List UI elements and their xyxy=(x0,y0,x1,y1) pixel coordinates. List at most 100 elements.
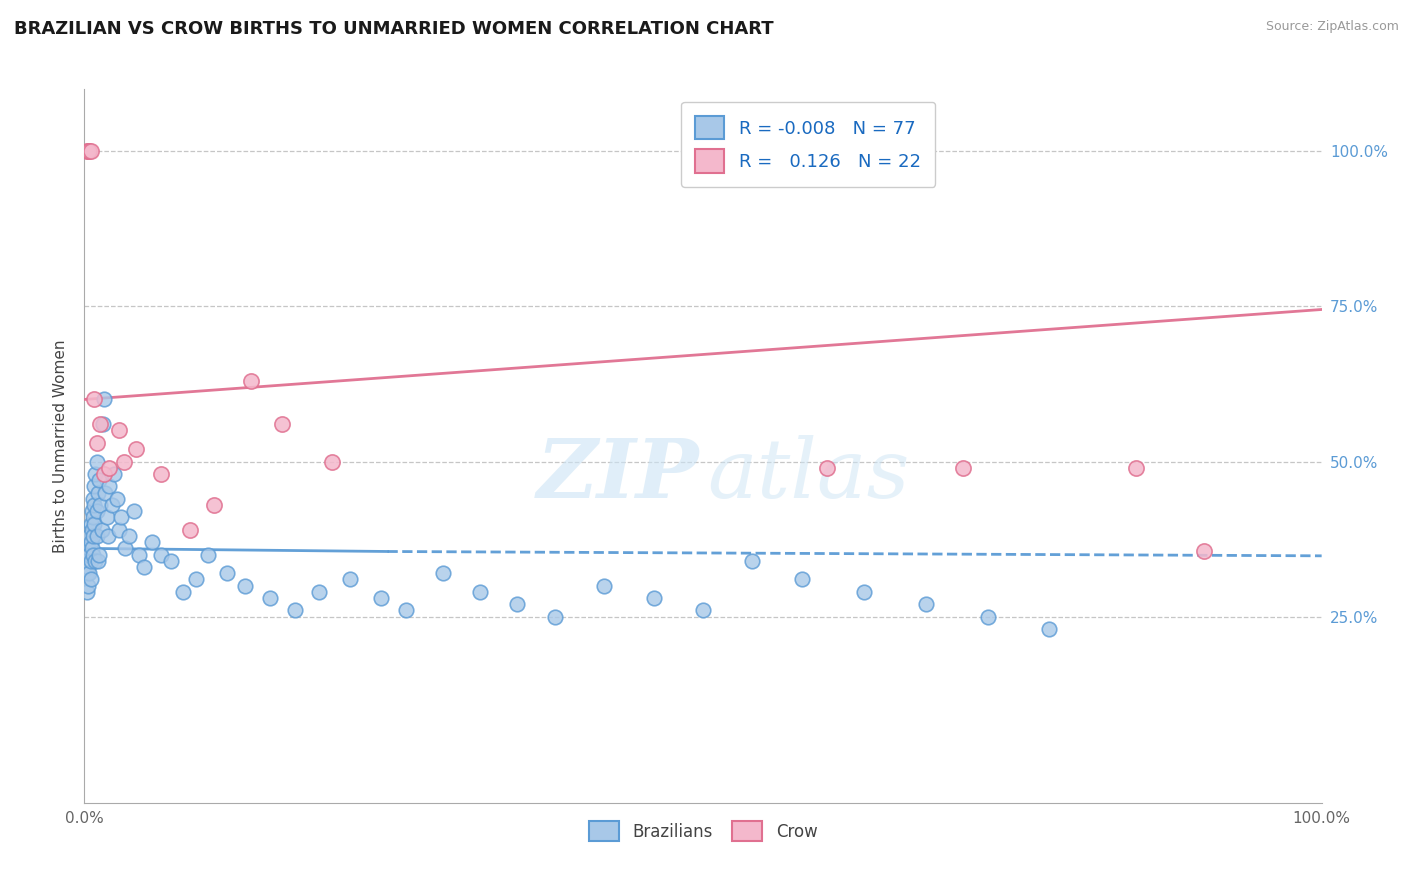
Point xyxy=(108,523,131,537)
Point xyxy=(84,467,107,481)
Point xyxy=(89,498,111,512)
Point xyxy=(89,417,111,432)
Point xyxy=(110,510,132,524)
Point xyxy=(79,529,101,543)
Point xyxy=(75,548,97,562)
Point xyxy=(103,467,125,481)
Point xyxy=(976,609,998,624)
Point xyxy=(150,467,173,481)
Point xyxy=(93,467,115,481)
Point xyxy=(83,516,105,531)
Point xyxy=(94,485,117,500)
Point xyxy=(87,554,110,568)
Point xyxy=(83,479,105,493)
Point xyxy=(141,535,163,549)
Point xyxy=(79,535,101,549)
Point xyxy=(1038,622,1060,636)
Legend: Brazilians, Crow: Brazilians, Crow xyxy=(582,814,824,848)
Point xyxy=(914,597,936,611)
Point xyxy=(89,548,111,562)
Point xyxy=(91,417,114,432)
Point xyxy=(83,498,105,512)
Point xyxy=(370,591,392,605)
Point xyxy=(86,436,108,450)
Point xyxy=(741,554,763,568)
Point xyxy=(82,548,104,562)
Point xyxy=(132,560,155,574)
Point xyxy=(98,460,121,475)
Point xyxy=(271,417,294,432)
Point xyxy=(284,603,307,617)
Text: BRAZILIAN VS CROW BIRTHS TO UNMARRIED WOMEN CORRELATION CHART: BRAZILIAN VS CROW BIRTHS TO UNMARRIED WO… xyxy=(14,20,773,37)
Text: ZIP: ZIP xyxy=(537,434,699,515)
Point xyxy=(80,504,103,518)
Point xyxy=(93,392,115,407)
Point xyxy=(84,554,107,568)
Point xyxy=(79,573,101,587)
Point xyxy=(80,541,103,556)
Point xyxy=(79,566,101,581)
Point xyxy=(125,442,148,456)
Point xyxy=(100,498,122,512)
Point xyxy=(89,473,111,487)
Point xyxy=(259,591,281,605)
Point xyxy=(76,145,98,159)
Point xyxy=(97,529,120,543)
Point xyxy=(77,560,100,574)
Text: Source: ZipAtlas.com: Source: ZipAtlas.com xyxy=(1265,20,1399,33)
Point xyxy=(1125,460,1147,475)
Point xyxy=(82,491,104,506)
Point xyxy=(79,554,101,568)
Point xyxy=(79,145,101,159)
Point xyxy=(790,573,813,587)
Point xyxy=(308,584,330,599)
Point xyxy=(108,424,131,438)
Point xyxy=(76,566,98,581)
Point xyxy=(122,504,145,518)
Point xyxy=(506,597,529,611)
Y-axis label: Births to Unmarried Women: Births to Unmarried Women xyxy=(52,339,67,553)
Point xyxy=(643,591,665,605)
Point xyxy=(233,579,256,593)
Point xyxy=(197,548,219,562)
Point xyxy=(160,554,183,568)
Point xyxy=(321,454,343,468)
Point xyxy=(114,541,136,556)
Point xyxy=(86,529,108,543)
Point xyxy=(86,454,108,468)
Point xyxy=(432,566,454,581)
Point xyxy=(952,460,974,475)
Point xyxy=(80,523,103,537)
Text: atlas: atlas xyxy=(707,434,910,515)
Point xyxy=(395,603,418,617)
Point xyxy=(179,523,201,537)
Point xyxy=(79,548,101,562)
Point xyxy=(128,548,150,562)
Point xyxy=(593,579,616,593)
Point xyxy=(1192,544,1215,558)
Point xyxy=(240,374,263,388)
Point xyxy=(86,504,108,518)
Point xyxy=(339,573,361,587)
Point xyxy=(83,392,105,407)
Point xyxy=(184,573,207,587)
Point xyxy=(692,603,714,617)
Point xyxy=(815,460,838,475)
Point xyxy=(112,454,135,468)
Point xyxy=(543,609,565,624)
Point xyxy=(82,510,104,524)
Point xyxy=(77,145,100,159)
Point xyxy=(77,579,100,593)
Point xyxy=(77,541,100,556)
Point xyxy=(150,548,173,562)
Point xyxy=(79,516,101,531)
Point xyxy=(90,523,112,537)
Point xyxy=(79,145,101,159)
Point xyxy=(76,584,98,599)
Point xyxy=(96,510,118,524)
Point xyxy=(82,529,104,543)
Point xyxy=(118,529,141,543)
Point xyxy=(470,584,492,599)
Point xyxy=(87,485,110,500)
Point xyxy=(98,479,121,493)
